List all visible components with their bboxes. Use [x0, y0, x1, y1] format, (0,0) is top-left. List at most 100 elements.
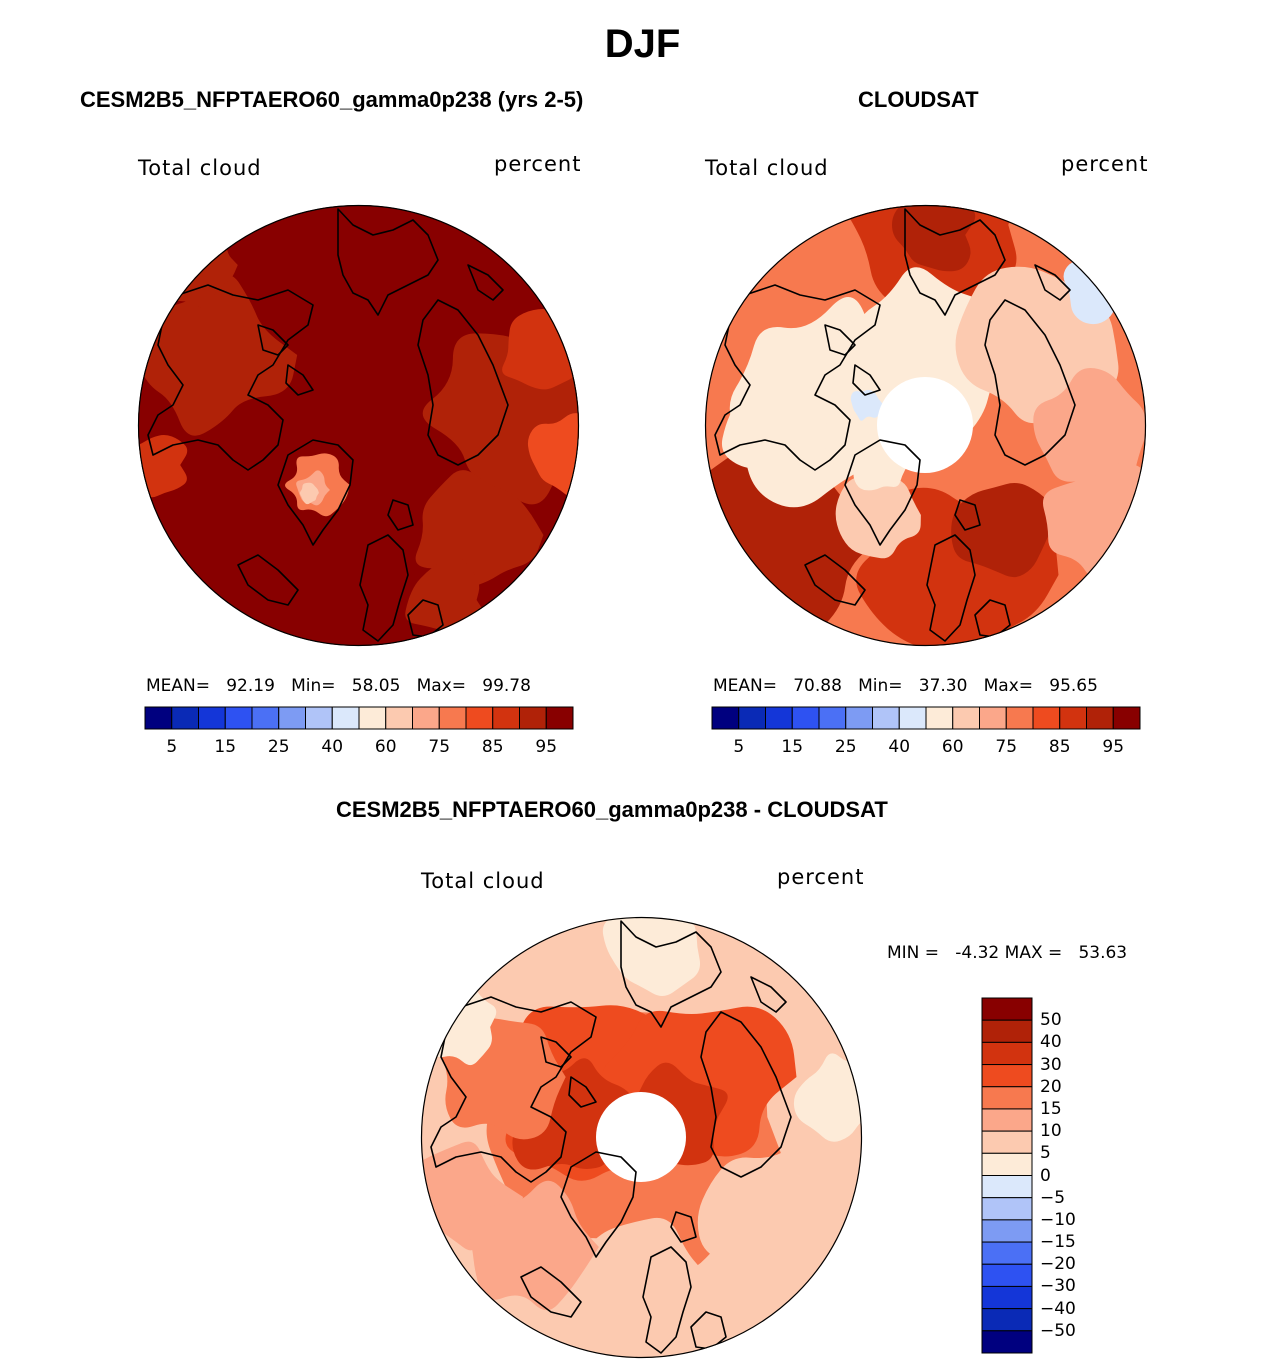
map2-coastline: [1034, 264, 1071, 301]
cb2-swatch: [925, 706, 954, 730]
cb2-swatch: [1059, 706, 1087, 730]
cb1-tick-label: 40: [321, 737, 344, 757]
map1-contour-region: [138, 274, 298, 436]
cb3-swatch: [981, 1285, 1033, 1310]
cb3-tick-label: 0: [1040, 1165, 1051, 1186]
map3-coastline: [540, 1036, 572, 1068]
cb1-tick-label: 60: [374, 737, 397, 757]
panel-3-variable-label: Total cloud: [421, 869, 545, 893]
cb3-swatch: [981, 1263, 1033, 1287]
cb2-swatch: [952, 706, 980, 730]
cb3-swatch: [981, 1086, 1033, 1110]
map3-coastline: [620, 920, 722, 1028]
panel-3-units-label: percent: [777, 865, 865, 889]
map2-coastline: [984, 299, 1076, 466]
map2-missing-data-pole: [877, 377, 973, 473]
map3-coastline: [670, 1211, 697, 1243]
map1-coastline: [417, 299, 509, 466]
cb2-swatch: [1086, 706, 1114, 730]
map2-field: [705, 205, 1146, 646]
panel-2-max-label: Max=: [983, 676, 1034, 696]
map2-coastline: [954, 499, 981, 531]
cb3-swatch: [981, 1330, 1033, 1354]
map1-contour-region: [405, 556, 486, 630]
panel-1-stats: MEAN= 92.19 Min= 58.05 Max= 99.78: [146, 676, 531, 696]
panel-3-title: CESM2B5_NFPTAERO60_gamma0p238 - CLOUDSAT: [336, 797, 888, 822]
panel-1-colorbar: [144, 706, 574, 730]
panel-2-stats: MEAN= 70.88 Min= 37.30 Max= 95.65: [713, 676, 1098, 696]
cb1-swatch: [385, 706, 413, 730]
map1-contour-region: [415, 470, 544, 587]
map3-coastline: [520, 1266, 582, 1318]
cb1-tick-label: 25: [267, 737, 290, 757]
cb2-swatch: [872, 706, 900, 730]
map1-contour-region: [527, 413, 579, 497]
map3-contour-region: [467, 1180, 599, 1311]
cb3-swatch: [981, 1152, 1033, 1176]
cb1-tick-label: 75: [428, 737, 451, 757]
cb2-swatch: [1005, 706, 1034, 730]
cb1-swatch: [545, 706, 574, 730]
panel-2-units-label: percent: [1061, 152, 1149, 176]
cb1-tick-label: 85: [481, 737, 504, 757]
map2-coastline: [904, 208, 1006, 316]
cb3-tick-label: −5: [1040, 1187, 1066, 1208]
cb1-swatch: [438, 706, 467, 730]
cb3-tick-label: 50: [1040, 1010, 1062, 1031]
cb2-swatch: [1112, 706, 1141, 730]
cb3-swatch: [981, 1041, 1033, 1066]
panel-2-min-value: 37.30: [918, 676, 968, 696]
map2-contour-region: [835, 475, 921, 559]
cb1-swatch: [358, 706, 387, 730]
panel-1-min-label: Min=: [291, 676, 336, 696]
panel-2-min-label: Min=: [858, 676, 903, 696]
cb1-tick-label: 95: [535, 737, 558, 757]
cb3-tick-label: 5: [1040, 1143, 1051, 1164]
map3-contour-region: [602, 917, 700, 996]
map1-coastline: [277, 439, 354, 546]
map2-coastline: [824, 324, 856, 356]
cb2-tick-label: 60: [941, 737, 964, 757]
panel-3-min-max: MIN = -4.32 MAX = 53.63: [887, 943, 1128, 963]
panel-1-mean-value: 92.19: [226, 676, 275, 696]
cb1-swatch: [519, 706, 547, 730]
cb1-swatch: [412, 706, 440, 730]
cb2-swatch: [898, 706, 927, 730]
cb3-swatch: [981, 1308, 1033, 1332]
cb3-tick-label: 30: [1040, 1054, 1062, 1075]
map3-coastline: [700, 1011, 792, 1178]
panel-2-max-value: 95.65: [1049, 676, 1098, 696]
cb3-tick-label: −40: [1040, 1298, 1076, 1319]
cb1-swatch: [492, 706, 520, 730]
map3-coastline: [430, 996, 597, 1183]
cb3-tick-label: −15: [1040, 1232, 1076, 1253]
cb1-swatch: [465, 706, 494, 730]
map2-coastline: [852, 364, 881, 396]
cb1-swatch: [224, 706, 253, 730]
map1-coastline: [257, 324, 289, 356]
map3-field: [421, 917, 862, 1358]
cb3-swatch: [981, 1064, 1033, 1088]
cb1-swatch: [305, 706, 333, 730]
map1-contour-region: [299, 482, 319, 505]
cb3-tick-label: 10: [1040, 1121, 1062, 1142]
cb1-swatch: [198, 706, 226, 730]
cb3-swatch: [981, 1219, 1033, 1243]
cb3-tick-label: −50: [1040, 1320, 1076, 1341]
cb2-tick-label: 40: [888, 737, 911, 757]
map3-coastline: [750, 976, 787, 1013]
cb3-tick-label: 40: [1040, 1032, 1062, 1053]
map1-field: [138, 205, 579, 646]
panel-1-polar-map: [137, 204, 580, 647]
cb3-tick-label: −30: [1040, 1276, 1076, 1297]
cb3-swatch: [981, 1019, 1033, 1043]
map1-coastline: [407, 599, 444, 638]
cb1-tick-label: 15: [214, 737, 237, 757]
cb2-swatch: [711, 706, 740, 730]
map1-coastline: [359, 534, 409, 642]
cb1-tick-label: 5: [166, 737, 178, 757]
panel-2-mean-label: MEAN=: [713, 676, 777, 696]
cb2-swatch: [1032, 706, 1061, 730]
map3-contour-region: [697, 1147, 852, 1292]
cb3-swatch: [981, 1241, 1033, 1265]
